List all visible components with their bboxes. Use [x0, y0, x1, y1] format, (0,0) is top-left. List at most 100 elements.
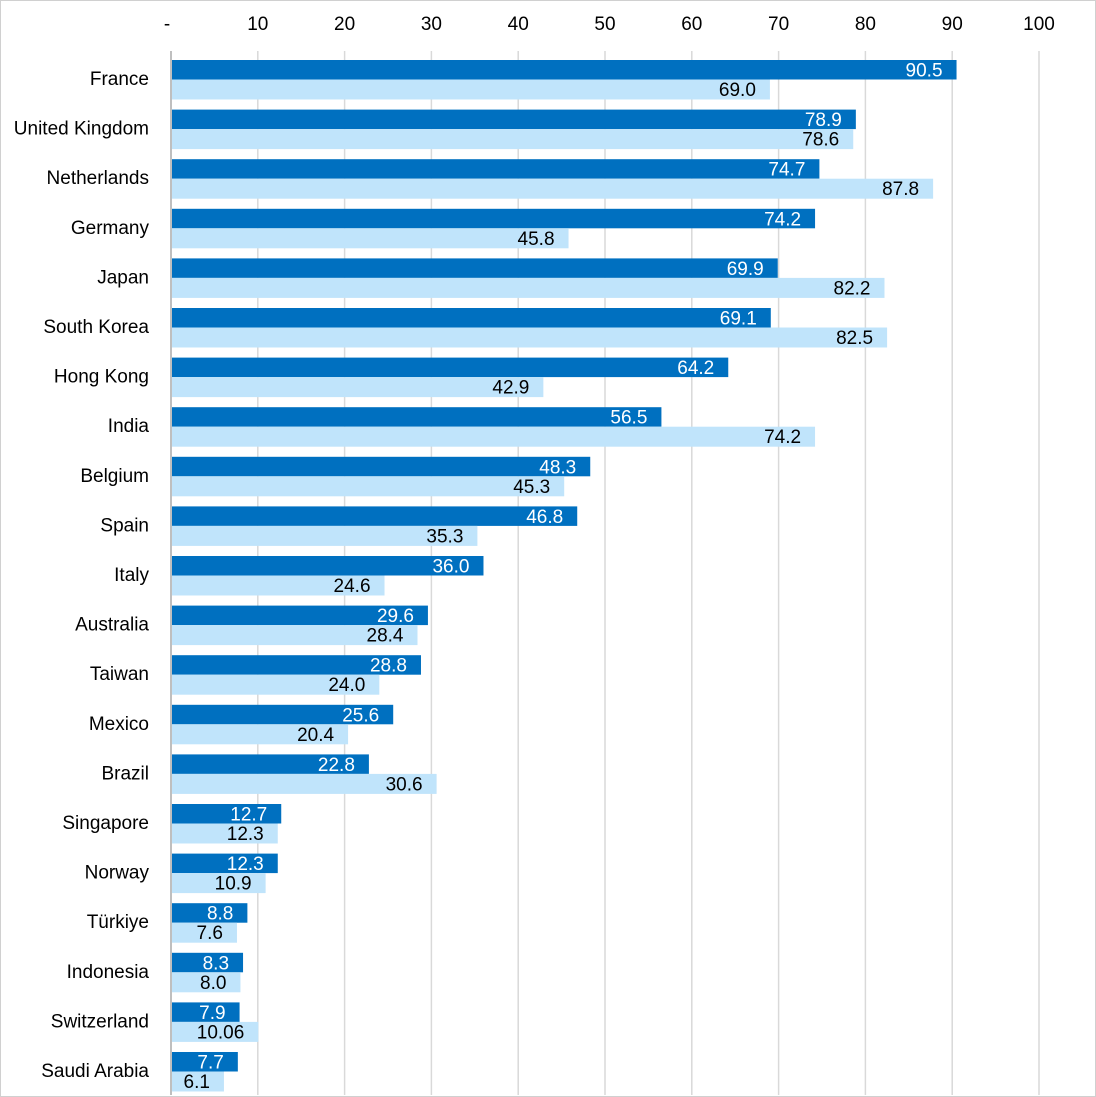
- data-label: 28.8: [370, 656, 407, 677]
- category-label: Belgium: [80, 466, 149, 487]
- bar-dark: [172, 605, 428, 626]
- category-label: Indonesia: [67, 962, 150, 983]
- bar-dark: [172, 456, 591, 477]
- data-label: 36.0: [432, 557, 469, 578]
- bar-light: [172, 625, 418, 646]
- bar-light: [172, 476, 565, 497]
- bar-light: [172, 674, 380, 695]
- x-tick-label: 80: [855, 14, 876, 35]
- bar-dark: [172, 903, 248, 923]
- bar-dark: [172, 704, 394, 725]
- data-label: 78.6: [802, 130, 839, 151]
- category-label: Hong Kong: [54, 367, 149, 388]
- bar-light: [172, 377, 544, 398]
- bar-dark: [172, 506, 578, 526]
- data-label: 35.3: [426, 526, 463, 547]
- bar-dark: [172, 1002, 240, 1022]
- data-label: 24.0: [328, 675, 365, 696]
- bar-dark: [172, 60, 957, 80]
- x-tick-label: -: [164, 14, 170, 35]
- bar-light: [172, 129, 854, 150]
- category-label: United Kingdom: [14, 119, 149, 140]
- bar-light: [172, 922, 237, 943]
- bar-light: [172, 525, 478, 546]
- bar-dark: [172, 853, 278, 874]
- bar-light: [172, 575, 385, 596]
- data-label: 8.3: [203, 953, 229, 974]
- data-label: 12.3: [227, 824, 264, 845]
- bar-dark: [172, 754, 369, 774]
- category-label: France: [90, 69, 149, 90]
- bar-light: [172, 773, 437, 794]
- bar-dark: [172, 556, 484, 576]
- category-label: Spain: [100, 515, 149, 536]
- bar-light: [172, 426, 816, 447]
- category-label: Norway: [85, 863, 150, 884]
- data-label: 28.4: [367, 626, 404, 647]
- category-label: Switzerland: [51, 1011, 149, 1032]
- data-label: 56.5: [610, 408, 647, 429]
- data-label: 7.6: [197, 923, 223, 944]
- bar-light: [172, 277, 885, 298]
- bar-dark: [172, 655, 421, 675]
- x-tick-label: 50: [594, 14, 615, 35]
- category-label: Netherlands: [47, 168, 149, 189]
- data-label: 29.6: [377, 606, 414, 627]
- data-label: 12.3: [227, 854, 264, 875]
- bar-light: [172, 873, 266, 894]
- bar-light: [172, 327, 888, 348]
- bar-light: [172, 823, 278, 844]
- data-label: 69.1: [720, 309, 757, 330]
- data-label: 12.7: [230, 805, 267, 826]
- bar-dark: [172, 804, 282, 824]
- category-label: Saudi Arabia: [41, 1061, 149, 1082]
- category-label: India: [108, 416, 150, 437]
- data-label: 20.4: [297, 725, 334, 746]
- x-tick-label: 70: [768, 14, 789, 35]
- x-tick-label: 100: [1023, 14, 1055, 35]
- bar-light: [172, 228, 569, 249]
- category-label: Brazil: [101, 763, 149, 784]
- data-label: 74.2: [764, 209, 801, 230]
- bar-dark: [172, 258, 778, 278]
- data-label: 78.9: [805, 110, 842, 131]
- data-label: 69.9: [727, 259, 764, 280]
- bar-dark: [172, 208, 816, 229]
- data-label: 46.8: [526, 507, 563, 528]
- x-tick-label: 40: [508, 14, 529, 35]
- x-tick-label: 10: [247, 14, 268, 35]
- bar-dark: [172, 1052, 238, 1072]
- data-label: 74.2: [764, 427, 801, 448]
- data-label: 87.8: [882, 179, 919, 200]
- bar-light: [172, 972, 241, 993]
- data-label: 74.7: [768, 160, 805, 181]
- data-label: 22.8: [318, 755, 355, 776]
- data-label: 25.6: [342, 705, 379, 726]
- data-label: 90.5: [906, 61, 943, 82]
- data-label: 48.3: [539, 457, 576, 478]
- data-label: 45.3: [513, 477, 550, 498]
- category-label: Japan: [97, 267, 149, 288]
- data-label: 64.2: [677, 358, 714, 379]
- x-tick-label: 20: [334, 14, 355, 35]
- data-label: 45.8: [518, 229, 555, 250]
- bar-light: [172, 1071, 224, 1092]
- data-label: 10.06: [197, 1022, 245, 1043]
- data-label: 7.7: [197, 1053, 223, 1074]
- bar-dark: [172, 159, 820, 179]
- category-label: Germany: [71, 218, 150, 239]
- bar-dark: [172, 407, 662, 427]
- bar-light: [172, 1021, 259, 1042]
- data-label: 42.9: [492, 378, 529, 399]
- data-label: 30.6: [386, 774, 423, 795]
- data-label: 8.0: [200, 973, 226, 994]
- category-label: Australia: [75, 615, 149, 636]
- data-label: 82.2: [834, 278, 871, 299]
- bar-dark: [172, 308, 771, 328]
- bar-dark: [172, 357, 729, 378]
- bar-light: [172, 178, 934, 199]
- category-label: Singapore: [62, 813, 149, 834]
- data-label: 6.1: [184, 1072, 210, 1093]
